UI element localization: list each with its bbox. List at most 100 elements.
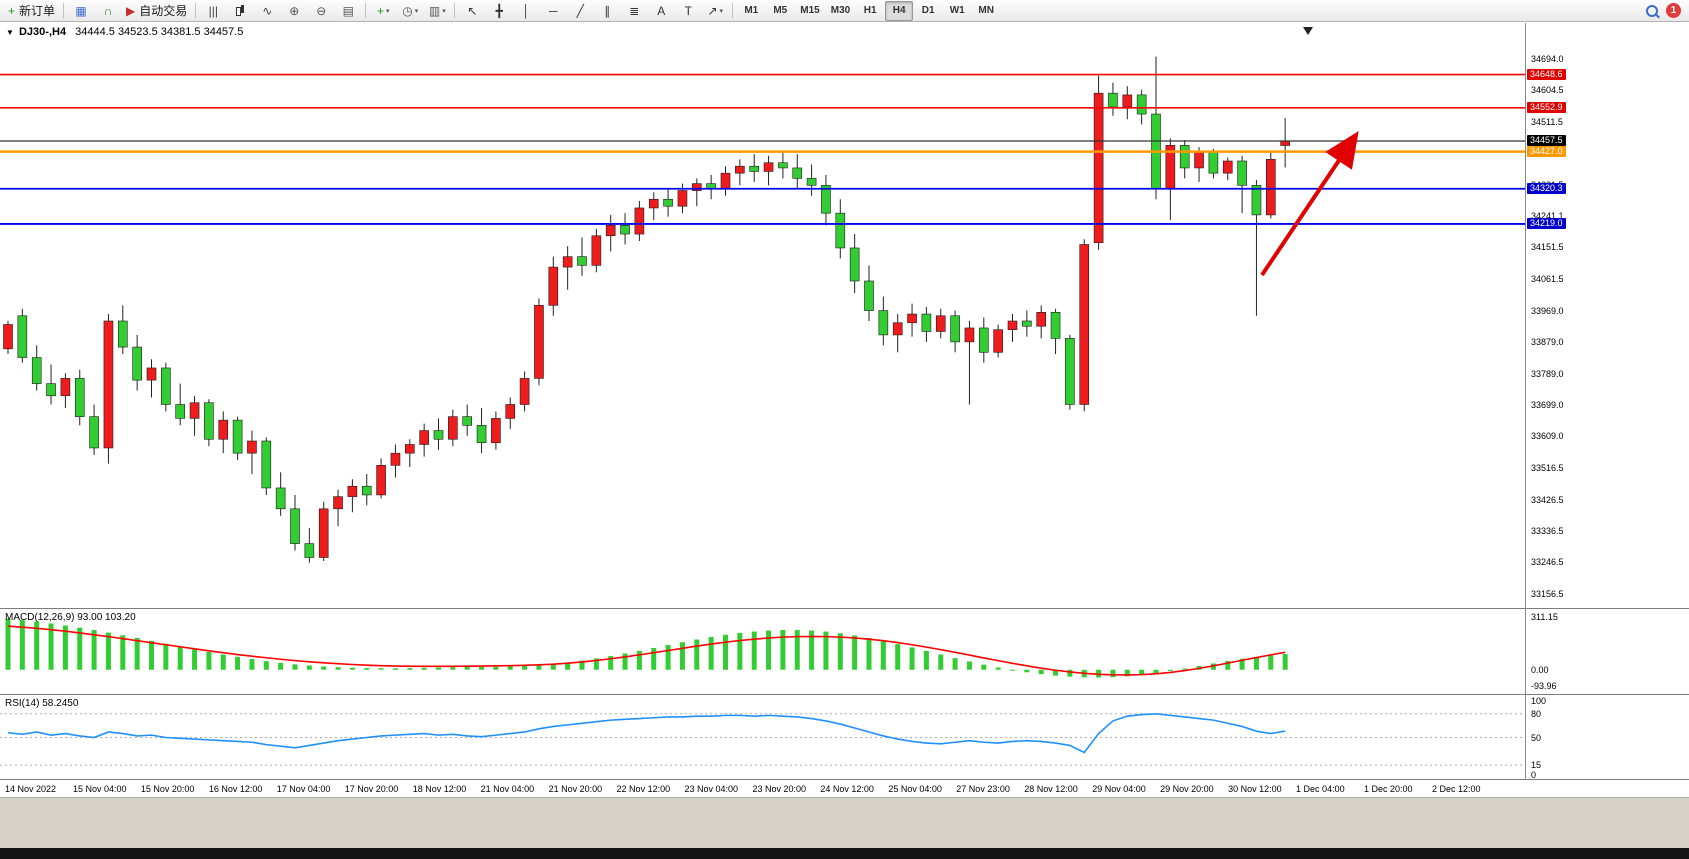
time-label: 28 Nov 12:00 [1024, 784, 1078, 794]
bar-chart-button[interactable]: ||| [200, 1, 226, 21]
tile-windows-icon: ▤ [342, 3, 354, 18]
time-label: 21 Nov 04:00 [480, 784, 535, 794]
notification-badge[interactable]: 1 [1666, 3, 1681, 18]
macd-panel[interactable] [0, 610, 1525, 694]
time-label: 29 Nov 20:00 [1160, 784, 1214, 794]
time-label: 22 Nov 12:00 [616, 784, 671, 794]
time-label: 18 Nov 12:00 [412, 784, 467, 794]
panel-separator[interactable] [0, 608, 1689, 609]
crosshair-icon: ╋ [495, 3, 503, 18]
tf-w1-button[interactable]: W1 [949, 5, 965, 16]
hline-price-label: 34457.5 [1527, 135, 1566, 146]
add-indicator-icon: + [377, 3, 385, 18]
text-button[interactable]: A [648, 1, 674, 21]
macd-tick: -93.96 [1531, 680, 1557, 691]
vertical-line-icon: │ [522, 3, 531, 18]
tf-m30-button[interactable]: M30 [830, 5, 851, 16]
hline-price-label: 34320.3 [1527, 182, 1566, 194]
price-tick: 33426.5 [1531, 494, 1564, 505]
candlestick-chart-icon [234, 4, 247, 17]
auto-trading-button[interactable]: ▶ 自动交易 [122, 1, 191, 21]
hline-price-label: 34552.9 [1527, 101, 1566, 113]
toolbar-separator [454, 3, 456, 18]
chart-ohlc-label: 34444.5 34523.5 34381.5 34457.5 [75, 26, 244, 38]
channel-button[interactable]: ∥ [594, 1, 620, 21]
arrows-tool-button[interactable]: ↗ ▾ [702, 1, 728, 21]
tf-h4-button[interactable]: H4 [885, 0, 914, 21]
time-label: 27 Nov 23:00 [956, 784, 1010, 794]
price-chart[interactable] [0, 23, 1525, 608]
candles [3, 56, 1290, 563]
rsi-tick: 100 [1531, 696, 1547, 706]
bottom-bar [0, 848, 1689, 859]
market-watch-icon: ▦ [75, 3, 87, 18]
rsi-label: RSI(14) 58.2450 [5, 698, 79, 709]
rsi-panel[interactable] [0, 696, 1525, 779]
price-tick: 34151.5 [1531, 242, 1564, 253]
period-button[interactable]: ◷ ▾ [397, 1, 423, 21]
hline-price-label: 34648.6 [1527, 68, 1566, 80]
time-label: 1 Dec 04:00 [1296, 784, 1345, 794]
tf-m1-button[interactable]: M1 [744, 5, 759, 16]
dropdown-caret-icon: ▾ [414, 7, 419, 15]
time-label: 30 Nov 12:00 [1228, 784, 1282, 794]
tf-d1-button[interactable]: D1 [921, 5, 935, 16]
new-order-button[interactable]: + 新订单 [4, 1, 59, 21]
trendline-button[interactable]: ╱ [567, 1, 593, 21]
crosshair-button[interactable]: ╋ [486, 1, 512, 21]
rsi-tick: 0 [1531, 770, 1537, 780]
price-tick: 33969.0 [1531, 305, 1564, 316]
line-chart-button[interactable]: ∿ [254, 1, 280, 21]
add-indicator-button[interactable]: + ▾ [370, 1, 396, 21]
horizontal-lines[interactable] [0, 73, 1525, 225]
chart-symbol-label: DJ30-,H4 [18, 26, 67, 38]
text-label-icon: T [684, 3, 692, 18]
horizontal-line-button[interactable]: ─ [540, 1, 566, 21]
zoom-out-button[interactable]: ⊖ [308, 1, 334, 21]
tile-windows-button[interactable]: ▤ [335, 1, 361, 21]
bar-chart-icon: ||| [208, 3, 218, 18]
text-label-button[interactable]: T [675, 1, 701, 21]
macd-label: MACD(12,26,9) 93.00 103.20 [5, 612, 136, 623]
fibonacci-button[interactable]: ≣ [621, 1, 647, 21]
candlestick-chart-button[interactable] [227, 1, 253, 21]
trend-arrow-annotation[interactable] [1260, 131, 1359, 277]
search-button[interactable] [1646, 4, 1658, 17]
price-tick: 33699.0 [1531, 399, 1564, 410]
trendline-icon: ╱ [576, 3, 584, 18]
macd-tick: 311.15 [1531, 612, 1558, 623]
tf-m15-button[interactable]: M15 [800, 5, 820, 16]
chart-header: ▼ DJ30-,H4 34444.5 34523.5 34381.5 34457… [6, 26, 243, 38]
axis-divider [1525, 23, 1526, 780]
zoom-in-button[interactable]: ⊕ [281, 1, 307, 21]
tf-h1-button[interactable]: H1 [863, 5, 877, 16]
time-label: 16 Nov 12:00 [208, 784, 263, 794]
vertical-line-button[interactable]: │ [513, 1, 539, 21]
cursor-button[interactable]: ↖ [459, 1, 485, 21]
symbol-dropdown-marker[interactable]: ▼ [6, 28, 14, 37]
sound-button[interactable]: ∩ [95, 1, 121, 21]
panel-separator[interactable] [0, 694, 1689, 695]
dropdown-caret-icon: ▾ [719, 7, 724, 15]
template-icon: ▥ [428, 3, 441, 18]
market-watch-button[interactable]: ▦ [68, 1, 94, 21]
time-label: 29 Nov 04:00 [1092, 784, 1146, 794]
toolbar-separator [365, 3, 367, 18]
zoom-in-icon: ⊕ [289, 3, 300, 18]
time-label: 2 Dec 12:00 [1431, 784, 1481, 794]
time-label: 21 Nov 20:00 [548, 784, 603, 794]
tf-m5-button[interactable]: M5 [773, 5, 788, 16]
template-button[interactable]: ▥ ▾ [424, 1, 450, 21]
toolbar-right: 1 [1646, 3, 1685, 18]
chart-shift-marker-icon[interactable] [1303, 27, 1313, 35]
time-label: 23 Nov 20:00 [752, 784, 806, 794]
time-axis[interactable]: 14 Nov 2022 15 Nov 04:00 15 Nov 20:00 16 No… [0, 780, 1525, 797]
price-tick: 33879.0 [1531, 337, 1564, 348]
tf-mn-button[interactable]: MN [978, 5, 994, 16]
rsi-tick: 50 [1531, 732, 1542, 743]
line-chart-icon: ∿ [262, 3, 273, 18]
time-label: 17 Nov 04:00 [276, 784, 331, 794]
new-order-button-label: 新订单 [19, 4, 56, 18]
channel-icon: ∥ [604, 3, 611, 18]
price-tick: 34694.0 [1531, 53, 1564, 64]
